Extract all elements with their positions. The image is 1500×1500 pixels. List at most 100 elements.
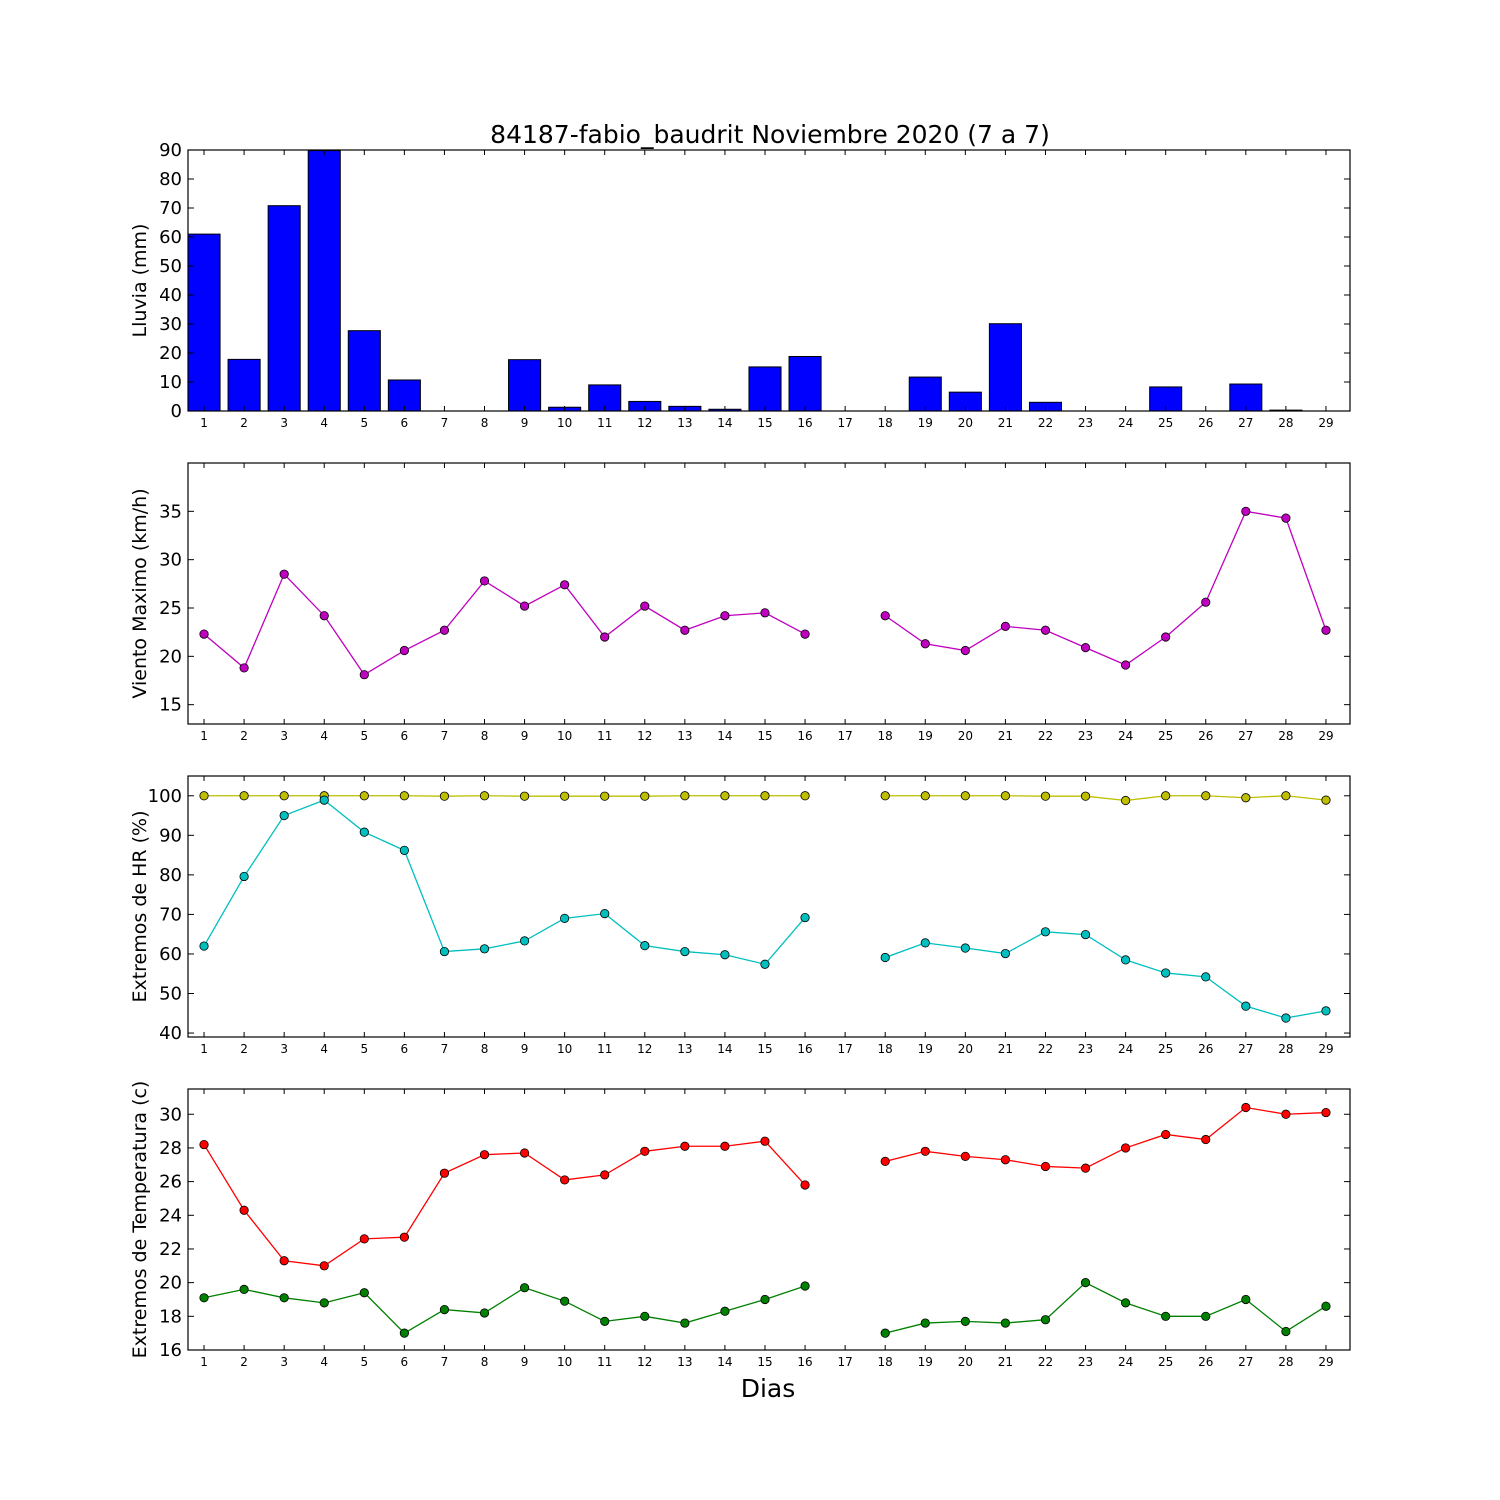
bar-day-4 bbox=[307, 150, 341, 412]
series-1-point-day-13 bbox=[680, 625, 690, 635]
series-2-point-day-15 bbox=[760, 959, 770, 969]
x-tick-label: 20 bbox=[958, 416, 973, 430]
x-tick-label: 15 bbox=[757, 1355, 772, 1369]
series-1-point-day-24 bbox=[1121, 795, 1131, 806]
series-1-point-day-22 bbox=[1040, 625, 1051, 635]
x-tick-label: 17 bbox=[837, 416, 852, 430]
series-2-point-day-6 bbox=[399, 1328, 409, 1338]
x-tick-label: 21 bbox=[998, 1042, 1013, 1056]
x-tick-label: 22 bbox=[1038, 1042, 1053, 1056]
x-tick-label: 2 bbox=[240, 729, 248, 743]
chart-panels: 1 2 3 4 5 6 7 8 9 10 11 12 13 14 15 16 17 18 19 20 21 22 23 24 2… bbox=[129, 140, 1351, 1369]
series-1-point-day-21 bbox=[1000, 1155, 1011, 1165]
x-tick-label: 23 bbox=[1078, 416, 1093, 430]
series-1-point-day-13 bbox=[680, 1141, 690, 1151]
x-tick-label: 2 bbox=[240, 1355, 248, 1369]
series-1-point-day-14 bbox=[720, 791, 730, 801]
series-2-point-day-9 bbox=[519, 936, 530, 946]
x-tick-label: 18 bbox=[878, 729, 893, 743]
y-axis-label: Extremos de Temperatura (c) bbox=[129, 1081, 151, 1359]
series-1-point-day-14 bbox=[720, 611, 730, 621]
x-tick-label: 23 bbox=[1078, 1355, 1093, 1369]
plot-frame bbox=[187, 149, 1351, 412]
bar-day-2 bbox=[227, 358, 261, 412]
x-tick-label: 21 bbox=[998, 1355, 1013, 1369]
x-tick-label: 10 bbox=[557, 729, 572, 743]
y-tick-label: 25 bbox=[159, 598, 182, 619]
series-2-point-day-6 bbox=[399, 845, 409, 855]
series-1-point-day-20 bbox=[960, 1151, 970, 1161]
x-tick-label: 24 bbox=[1118, 1042, 1133, 1056]
x-axis-label: Dias bbox=[741, 1374, 796, 1403]
x-tick-label: 20 bbox=[958, 1355, 973, 1369]
series-1-point-day-12 bbox=[640, 1146, 650, 1156]
series-1-point-day-11 bbox=[600, 791, 610, 801]
chart-panel-1: 1 2 3 4 5 6 7 8 9 10 11 12 13 14 15 16 17 18 19 20 21 22 23 24 2… bbox=[129, 140, 1351, 430]
bar-day-3 bbox=[267, 205, 301, 412]
series-1-point-day-11 bbox=[600, 632, 610, 642]
x-tick-label: 24 bbox=[1118, 416, 1133, 430]
x-tick-label: 10 bbox=[557, 416, 572, 430]
series-1-point-day-11 bbox=[600, 1170, 610, 1180]
series-1-point-day-2 bbox=[239, 663, 249, 673]
x-tick-label: 1 bbox=[200, 1042, 208, 1056]
series-2-point-day-15 bbox=[760, 1294, 770, 1305]
x-tick-label: 19 bbox=[918, 1042, 933, 1056]
series-1-point-day-5 bbox=[359, 670, 369, 680]
x-tick-label: 3 bbox=[280, 729, 288, 743]
series-1-point-day-28 bbox=[1281, 513, 1291, 523]
x-tick-label: 4 bbox=[320, 1042, 328, 1056]
x-tick-label: 29 bbox=[1318, 1042, 1333, 1056]
x-tick-label: 27 bbox=[1238, 729, 1253, 743]
series-2-point-day-20 bbox=[960, 1316, 970, 1326]
x-tick-label: 8 bbox=[481, 416, 489, 430]
series-1-point-day-12 bbox=[640, 791, 650, 801]
series-1-point-day-18 bbox=[880, 611, 890, 621]
series-1-point-day-29 bbox=[1321, 625, 1331, 635]
series-1-line-2 bbox=[885, 795, 1327, 802]
x-tick-label: 25 bbox=[1158, 416, 1173, 430]
series-1-point-day-28 bbox=[1281, 791, 1291, 801]
x-tick-label: 9 bbox=[521, 1042, 529, 1056]
y-tick-label: 90 bbox=[159, 825, 182, 846]
x-tick-label: 4 bbox=[320, 1355, 328, 1369]
x-tick-label: 11 bbox=[597, 729, 612, 743]
x-tick-label: 20 bbox=[958, 1042, 973, 1056]
y-tick-label: 40 bbox=[159, 1023, 182, 1044]
x-tick-label: 13 bbox=[677, 729, 692, 743]
series-2-point-day-22 bbox=[1040, 927, 1051, 937]
series-1-point-day-7 bbox=[439, 625, 450, 635]
y-tick-label: 40 bbox=[159, 285, 182, 306]
series-2-point-day-25 bbox=[1161, 1311, 1171, 1321]
x-tick-label: 27 bbox=[1238, 416, 1253, 430]
series-2-point-day-19 bbox=[920, 938, 930, 948]
x-tick-label: 22 bbox=[1038, 416, 1053, 430]
x-tick-label: 11 bbox=[597, 1042, 612, 1056]
series-2-point-day-12 bbox=[640, 1311, 650, 1321]
series-1-point-day-4 bbox=[319, 1261, 329, 1271]
bar-day-1 bbox=[187, 233, 221, 412]
x-tick-label: 25 bbox=[1158, 1355, 1173, 1369]
series-1-point-day-9 bbox=[519, 1148, 530, 1158]
series-1-point-day-7 bbox=[439, 1168, 450, 1178]
y-axis-label: Lluvia (mm) bbox=[129, 224, 151, 338]
x-tick-label: 8 bbox=[481, 1042, 489, 1056]
x-tick-label: 23 bbox=[1078, 729, 1093, 743]
y-tick-label: 0 bbox=[171, 401, 182, 422]
series-1-point-day-9 bbox=[519, 601, 530, 611]
series-1-point-day-18 bbox=[880, 791, 890, 801]
y-tick-label: 20 bbox=[159, 646, 182, 667]
x-tick-label: 6 bbox=[401, 729, 409, 743]
series-2-point-day-28 bbox=[1281, 1013, 1291, 1023]
x-tick-label: 21 bbox=[998, 729, 1013, 743]
x-tick-label: 19 bbox=[918, 729, 933, 743]
series-1-point-day-6 bbox=[399, 791, 409, 801]
series-1-point-day-1 bbox=[199, 629, 209, 639]
x-tick-label: 3 bbox=[280, 1042, 288, 1056]
y-tick-label: 22 bbox=[159, 1239, 182, 1260]
x-tick-label: 5 bbox=[360, 729, 368, 743]
y-tick-label: 60 bbox=[159, 227, 182, 248]
x-tick-label: 23 bbox=[1078, 1042, 1093, 1056]
y-tick-label: 50 bbox=[159, 256, 182, 277]
